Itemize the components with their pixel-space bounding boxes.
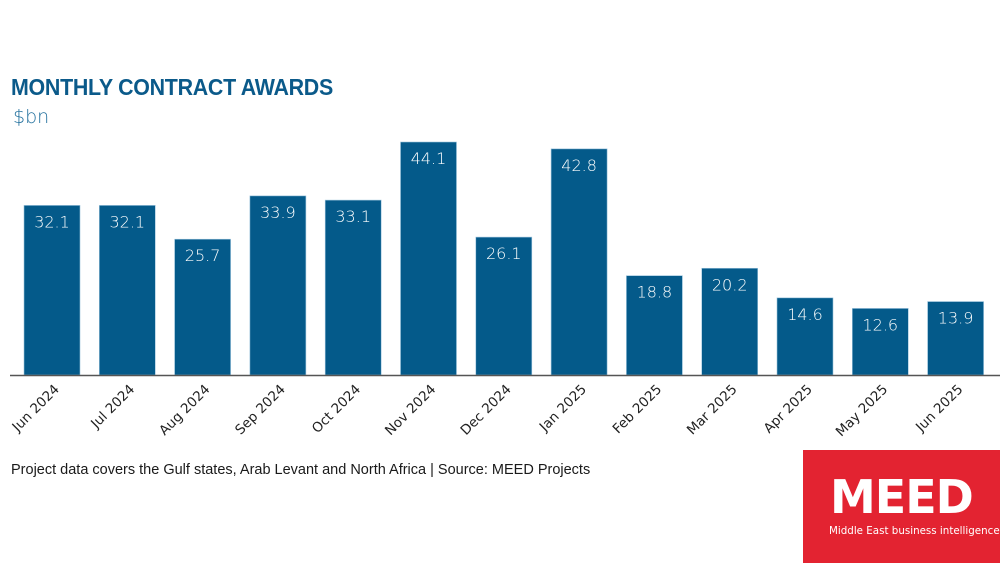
bar-chart: 32.1 32.1 25.7 33.9 33.1 44.1 26.1 42.8 18.8 20.2… <box>9 141 1000 440</box>
data-label: 32.1 <box>109 212 145 231</box>
source-footnote: Project data covers the Gulf states, Ara… <box>11 462 591 478</box>
x-tick-label: Feb 2025 <box>610 382 666 438</box>
bar <box>249 195 307 376</box>
logo-tagline: Middle East business intelligence <box>829 525 1000 537</box>
logo-wordmark: MEED <box>830 470 974 524</box>
data-label: 44.1 <box>411 149 447 168</box>
x-tick-label: Dec 2024 <box>458 382 515 439</box>
bar <box>927 301 984 376</box>
x-tick-label: Oct 2024 <box>309 382 364 437</box>
data-label: 14.6 <box>787 305 823 324</box>
chart-title: MONTHLY CONTRACT AWARDS <box>11 74 333 100</box>
bar <box>23 205 81 376</box>
data-label: 12.6 <box>862 315 898 334</box>
bar <box>324 199 382 376</box>
x-tick-label: Nov 2024 <box>382 382 439 439</box>
data-label: 13.9 <box>938 309 974 328</box>
data-label: 20.2 <box>712 275 748 294</box>
bar <box>776 297 834 376</box>
bar <box>851 308 909 376</box>
meed-logo: MEED Middle East business intelligence <box>803 450 1000 563</box>
bar <box>99 205 156 376</box>
x-tick-label: Apr 2025 <box>761 382 816 437</box>
data-label: 33.1 <box>335 207 371 226</box>
x-tick-labels: Jun 2024 Jul 2024 Aug 2024 Sep 2024 Oct 2024… <box>9 382 967 440</box>
x-tick-label: Jan 2025 <box>536 382 590 436</box>
bar <box>550 148 608 376</box>
chart-unit: $bn <box>13 106 50 128</box>
x-tick-label: Jun 2025 <box>912 382 966 436</box>
x-tick-label: Jun 2024 <box>9 382 63 436</box>
data-label: 33.9 <box>260 203 296 222</box>
bar <box>400 141 457 376</box>
data-label: 18.8 <box>637 283 673 302</box>
x-tick-label: Mar 2025 <box>684 382 741 439</box>
x-tick-label: May 2025 <box>833 382 891 440</box>
data-label: 42.8 <box>561 156 597 175</box>
data-label: 25.7 <box>185 246 221 265</box>
bars-group: 32.1 32.1 25.7 33.9 33.1 44.1 26.1 42.8 18.8 20.2… <box>23 141 984 376</box>
x-tick-label: Jul 2024 <box>87 382 138 433</box>
data-label: 26.1 <box>486 244 522 263</box>
data-label: 32.1 <box>34 212 70 231</box>
x-tick-label: Sep 2024 <box>232 382 289 439</box>
x-tick-label: Aug 2024 <box>156 382 213 439</box>
